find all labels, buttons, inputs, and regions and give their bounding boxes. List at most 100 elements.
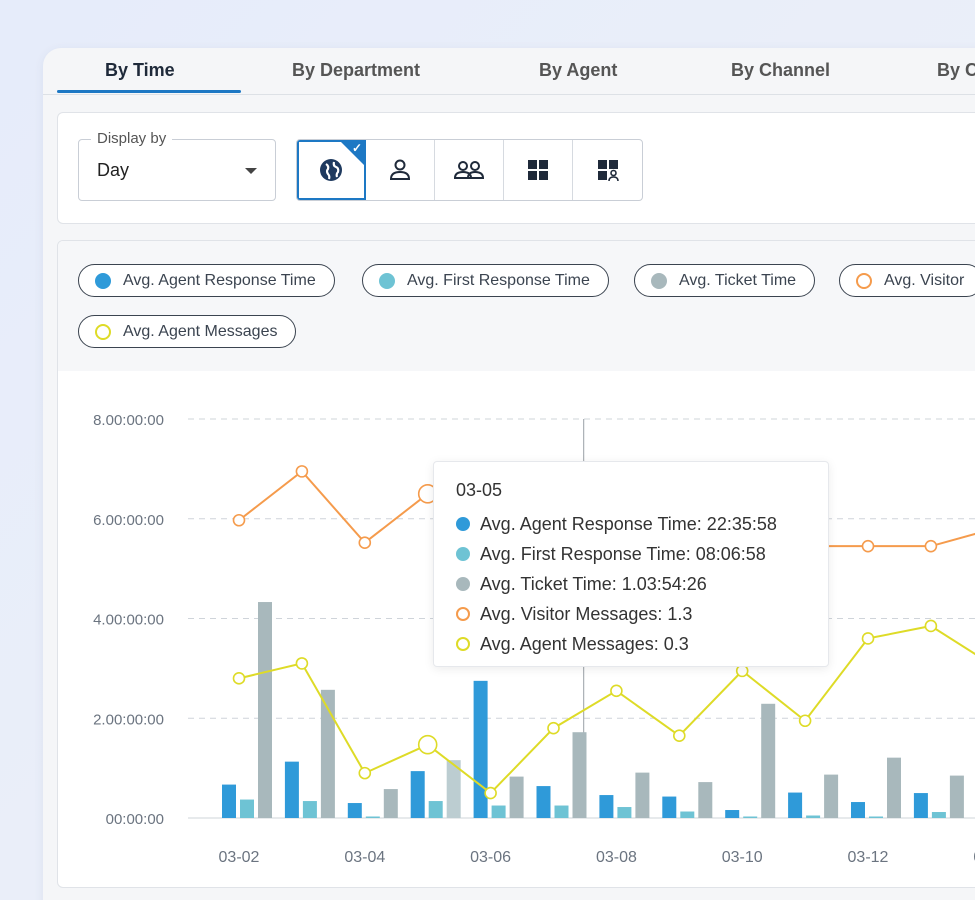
view-grid-person-button[interactable] [573, 140, 642, 200]
filter-box: Display by Day ✓ [57, 112, 975, 224]
tooltip-ring [456, 637, 470, 651]
bar-03-05 [446, 760, 461, 818]
tooltip-row: Avg. Agent Response Time: 22:35:58 [456, 509, 806, 539]
bar-03-11 [806, 815, 821, 818]
chevron-down-icon [245, 168, 257, 174]
series-point [924, 619, 938, 633]
legend-label: Avg. Agent Messages [123, 322, 278, 340]
bar-03-08 [635, 772, 650, 818]
view-grid-button[interactable] [504, 140, 573, 200]
legend-label: Avg. Ticket Time [679, 271, 797, 289]
y-tick-label: 00:00:00 [106, 811, 164, 828]
legend-dot [95, 272, 111, 289]
grid-icon [528, 160, 548, 180]
x-tick-label: 03-12 [848, 849, 889, 866]
legend-dot [379, 272, 395, 289]
view-toggle-group: ✓ [296, 139, 643, 201]
bar-03-11 [824, 774, 839, 818]
y-tick-label: 6.00:00:00 [93, 512, 164, 529]
tooltip-ring [456, 607, 470, 621]
bar-03-08 [599, 795, 614, 818]
bar-03-06 [473, 680, 488, 818]
tooltip-text: Avg. Agent Messages: 0.3 [480, 633, 689, 654]
bar-03-04 [383, 789, 398, 818]
bar-03-03 [302, 801, 317, 818]
tooltip-text: Avg. Ticket Time: 1.03:54:26 [480, 573, 707, 594]
tab-by-department[interactable]: By Department [292, 60, 421, 80]
x-tick-label: 03-06 [470, 849, 511, 866]
bar-03-05 [410, 771, 425, 818]
tooltip-row: Avg. First Response Time: 08:06:58 [456, 539, 806, 569]
chart-plot[interactable]: 00:00:00 2.00:00:00 4.00:00:00 6.00:00:00 8.… [58, 371, 975, 888]
person-icon [389, 159, 411, 180]
series-point [861, 539, 875, 553]
series-point [358, 766, 372, 780]
series-point [547, 721, 560, 735]
display-by-label: Display by [91, 130, 173, 147]
bar-03-10 [743, 816, 758, 818]
legend-chip-agent-messages[interactable]: Avg. Agent Messages [78, 315, 297, 348]
legend-label: Avg. First Response Time [407, 271, 590, 289]
tooltip-text: Avg. First Response Time: 08:06:58 [480, 543, 766, 564]
y-tick-label: 4.00:00:00 [93, 612, 164, 629]
tab-by-channel[interactable]: By Channel [731, 60, 831, 80]
series-point [610, 684, 623, 698]
series-point [735, 664, 749, 678]
y-tick-label: 2.00:00:00 [93, 711, 164, 728]
bar-03-04 [365, 816, 380, 818]
bar-03-03 [320, 689, 335, 818]
legend-chip-visitor[interactable]: Avg. Visitor [839, 264, 975, 297]
display-by-select[interactable]: Display by Day [78, 130, 276, 201]
tooltip-title: 03-05 [456, 480, 503, 500]
bar-03-10 [761, 703, 776, 818]
globe-icon [320, 159, 342, 181]
legend-dot [651, 272, 667, 289]
tab-by-time[interactable]: By Time [105, 60, 175, 80]
view-person-button[interactable] [366, 140, 435, 200]
view-people-button[interactable] [435, 140, 504, 200]
tab-by-c[interactable]: By C [937, 60, 975, 80]
y-tick-label: 8.00:00:00 [93, 412, 164, 429]
bar-03-03 [284, 761, 299, 818]
bar-03-04 [347, 803, 362, 818]
bar-03-07 [554, 805, 569, 818]
tooltip-text: Avg. Visitor Messages: 1.3 [480, 603, 693, 624]
bar-03-13 [913, 793, 928, 818]
legend-chip-ticket-time[interactable]: Avg. Ticket Time [634, 264, 816, 297]
legend-chip-first-response[interactable]: Avg. First Response Time [362, 264, 609, 297]
grid-person-icon [597, 160, 619, 182]
bar-03-06 [491, 805, 506, 818]
series-point [924, 539, 938, 553]
view-globe-button[interactable]: ✓ [297, 140, 366, 200]
tooltip-dot [456, 547, 470, 561]
bar-03-08 [617, 807, 632, 818]
chart-card: Avg. Agent Response Time Avg. First Resp… [57, 240, 975, 888]
x-tick-label: 03-10 [722, 849, 763, 866]
tooltip-text: Avg. Agent Response Time: 22:35:58 [480, 513, 777, 534]
bar-03-02 [258, 602, 272, 818]
legend-label: Avg. Visitor [884, 271, 965, 289]
bar-03-12 [851, 802, 865, 818]
series-point [417, 734, 438, 755]
bar-03-07 [572, 732, 587, 818]
legend-ring [95, 323, 111, 340]
tab-by-agent[interactable]: By Agent [539, 60, 618, 80]
legend-ring [856, 272, 872, 289]
x-tick-label: 03-14 [973, 849, 975, 866]
people-icon [453, 161, 485, 179]
report-panel: By Time By Department By Agent By Channe… [43, 48, 975, 900]
series-point [861, 632, 875, 645]
bar-03-13 [931, 812, 946, 818]
series-point [358, 536, 372, 549]
series-point [295, 657, 309, 670]
legend-chip-agent-response[interactable]: Avg. Agent Response Time [78, 264, 335, 297]
bar-03-13 [949, 775, 964, 818]
series-point [232, 672, 246, 685]
bar-03-09 [662, 796, 677, 818]
x-tick-label: 03-08 [596, 849, 637, 866]
bar-03-05 [428, 801, 443, 818]
check-icon: ✓ [351, 141, 362, 155]
tooltip-dot [456, 577, 470, 591]
bar-03-02 [240, 799, 254, 818]
series-point [232, 513, 246, 527]
